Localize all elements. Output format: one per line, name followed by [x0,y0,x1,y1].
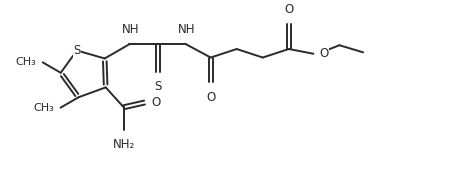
Text: S: S [73,44,81,57]
Text: CH₃: CH₃ [16,57,37,67]
Text: O: O [319,47,328,60]
Text: CH₃: CH₃ [33,103,54,113]
Text: S: S [154,80,161,93]
Text: NH₂: NH₂ [113,139,135,152]
Text: O: O [283,3,293,16]
Text: O: O [151,96,160,109]
Text: NH: NH [121,23,139,36]
Text: NH: NH [178,23,195,36]
Text: O: O [206,91,215,104]
